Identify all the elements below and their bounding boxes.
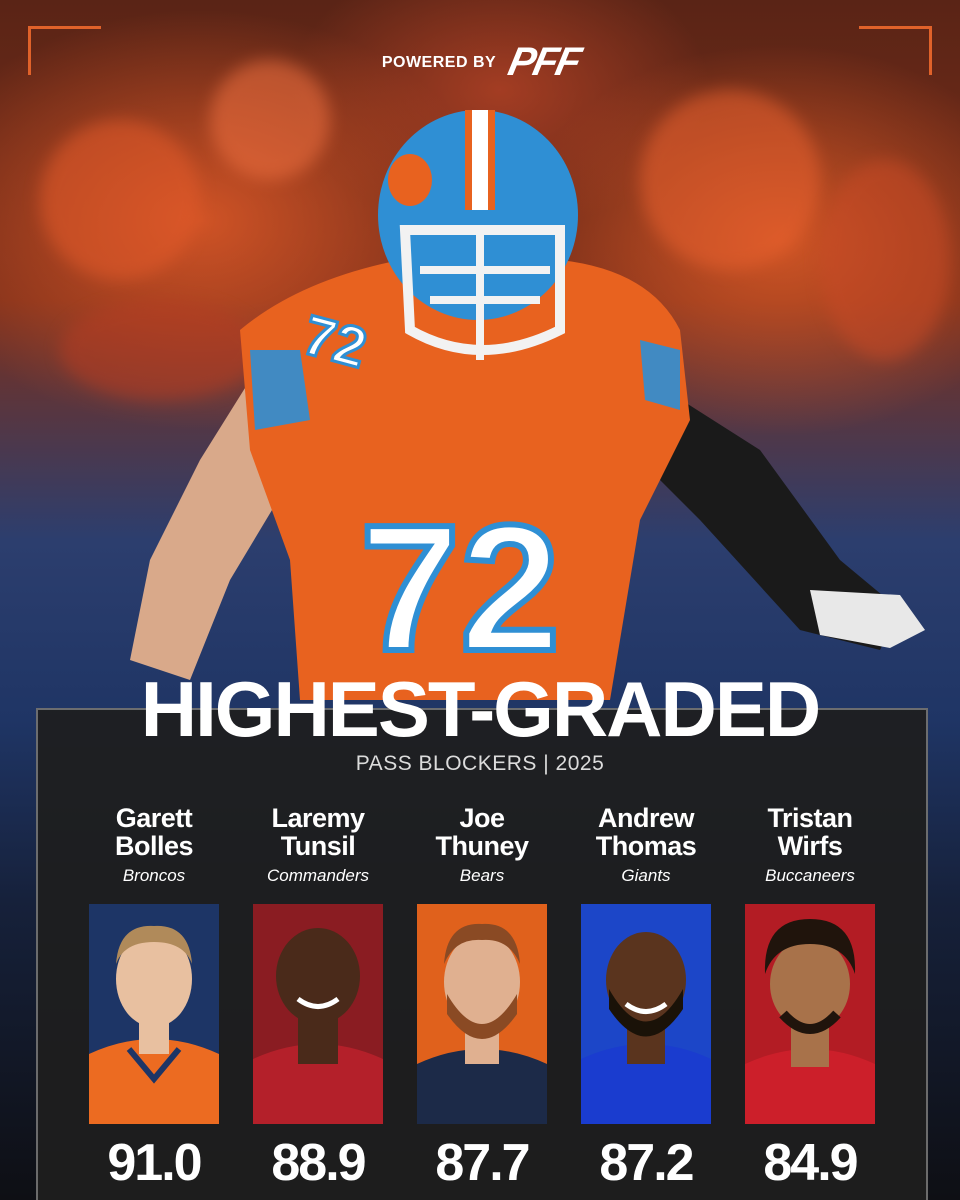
player-grade: 88.9 [271,1134,366,1192]
player-last-name: Bolles [114,831,194,861]
player-last-name: Thomas [595,831,697,861]
player-grade: 91.0 [107,1134,202,1192]
hero-jersey-number: 72 [360,488,560,689]
player-headshot [745,904,875,1124]
player-team: Commanders [266,866,370,885]
player-team: Bears [459,866,505,885]
player-headshot [89,904,219,1124]
frame-corner-top-right [859,26,932,75]
player-first-name: Andrew [597,803,695,833]
player-headshot [417,904,547,1124]
player-card-3: Joe Thuney Bears 87.7 [402,804,562,1189]
player-card-2: Laremy Tunsil Commanders 88.9 [238,804,398,1189]
frame-corner-top-left [28,26,101,75]
player-last-name: Thuney [435,831,529,861]
player-team: Giants [621,866,671,885]
player-grade: 87.2 [599,1134,694,1192]
player-grade: 87.7 [435,1134,530,1192]
player-first-name: Joe [459,803,505,833]
page-title: HIGHEST-GRADED [140,665,821,753]
player-card-1: Garett Bolles Broncos 91.0 [74,804,234,1189]
player-last-name: Wirfs [777,831,843,861]
hero-jersey [240,260,690,700]
player-team: Broncos [122,866,186,885]
page-subtitle: PASS BLOCKERS | 2025 [355,752,605,775]
player-first-name: Tristan [767,803,853,833]
powered-by-label: POWERED BY [381,53,497,71]
player-card-5: Tristan Wirfs Buccaneers 84.9 [730,804,890,1189]
hero-player-illustration: 72 72 [130,110,925,700]
player-first-name: Garett [115,803,193,833]
powered-by-header: POWERED BY PFF [0,40,960,85]
player-card-4: Andrew Thomas Giants 87.2 [566,804,726,1189]
player-team: Buccaneers [765,866,855,885]
player-last-name: Tunsil [280,831,356,861]
player-headshot [581,904,711,1124]
player-list: Garett Bolles Broncos 91.0 Laremy Tunsil… [0,804,960,1194]
player-first-name: Laremy [271,803,365,833]
player-headshot [253,904,383,1124]
player-grade: 84.9 [763,1134,858,1192]
pff-logo: PFF [504,40,583,84]
